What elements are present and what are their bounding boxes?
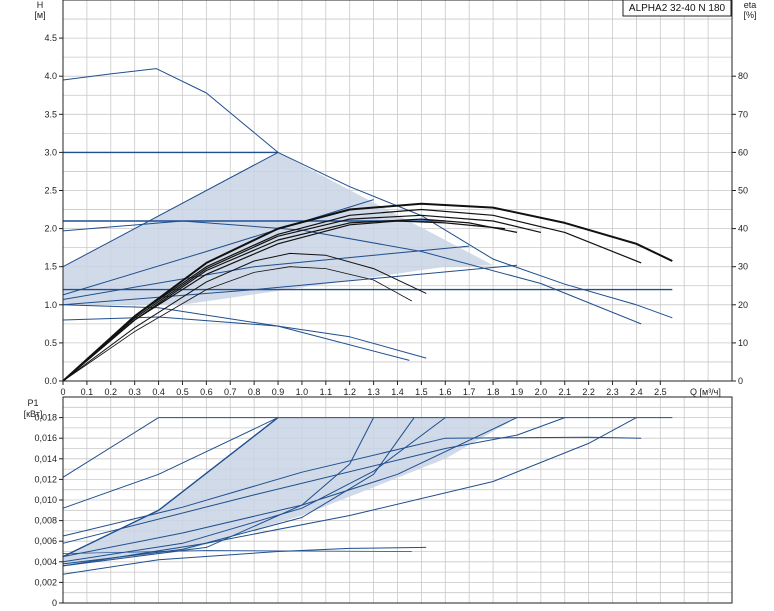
x-tick-label: 1.8 xyxy=(487,387,500,397)
y-tick-label: 3.0 xyxy=(44,147,57,157)
x-tick-label: 0.1 xyxy=(81,387,94,397)
pump-curve-8 xyxy=(62,220,642,325)
power-curve-7 xyxy=(62,417,446,563)
x-tick-label: 1.4 xyxy=(391,387,404,397)
power-curve-8 xyxy=(62,417,415,565)
y2-tick-label: 0 xyxy=(738,376,743,386)
y2-tick-label: 60 xyxy=(738,147,748,157)
x-tick-label: 0.6 xyxy=(200,387,213,397)
pump-curve-9 xyxy=(62,316,427,359)
y2-tick-label: 50 xyxy=(738,186,748,196)
y-tick-label: 2.0 xyxy=(44,224,57,234)
p-tick-label: 0,006 xyxy=(34,536,57,546)
y2-tick-label: 10 xyxy=(738,338,748,348)
p-tick-label: 0,002 xyxy=(34,577,57,587)
pump-curve-6 xyxy=(62,245,470,300)
p-tick-label: 0,018 xyxy=(34,413,57,423)
y-tick-label: 4.0 xyxy=(44,71,57,81)
x-tick-label: 1.0 xyxy=(296,387,309,397)
y2-tick-label: 20 xyxy=(738,300,748,310)
x-tick-label: 2.0 xyxy=(535,387,548,397)
p-axis-label: P1 xyxy=(27,398,38,408)
x-tick-label: 0 xyxy=(60,387,65,397)
power-curve-10 xyxy=(62,417,637,567)
x-tick-label: 2.1 xyxy=(558,387,571,397)
x-tick-label: 0.5 xyxy=(176,387,189,397)
y-tick-label: 2.5 xyxy=(44,186,57,196)
eta-curve-11 xyxy=(62,202,673,382)
y-tick-label: 0.5 xyxy=(44,338,57,348)
x-tick-label: 0.9 xyxy=(272,387,285,397)
x-tick-label: 1.5 xyxy=(415,387,428,397)
x-tick-label: 1.9 xyxy=(511,387,524,397)
y2-tick-label: 70 xyxy=(738,109,748,119)
x-tick-label: 1.6 xyxy=(439,387,452,397)
x-tick-label: 2.2 xyxy=(582,387,595,397)
x-tick-label: 0.7 xyxy=(224,387,237,397)
eta-curve-17 xyxy=(62,266,412,382)
y-tick-label: 4.5 xyxy=(44,33,57,43)
power-curve-3 xyxy=(62,436,642,537)
x-tick-label: 0.3 xyxy=(128,387,141,397)
x-tick-label: 1.2 xyxy=(343,387,356,397)
p-axis-unit: [кВт] xyxy=(24,409,43,419)
power-curve-12 xyxy=(62,550,412,554)
p-tick-label: 0,008 xyxy=(34,516,57,526)
x-tick-label: 1.3 xyxy=(367,387,380,397)
p-tick-label: 0,014 xyxy=(34,454,57,464)
chart-title: ALPHA2 32-40 N 180 xyxy=(629,3,726,14)
y2-tick-label: 40 xyxy=(738,224,748,234)
power-curve-0 xyxy=(62,417,159,478)
power-curve-6 xyxy=(62,417,279,558)
x-tick-label: 1.7 xyxy=(463,387,476,397)
eta-curve-15 xyxy=(62,220,506,382)
pump-curve-7 xyxy=(62,264,518,306)
x-tick-label: 0.2 xyxy=(105,387,118,397)
power-curve-2 xyxy=(62,417,279,509)
y-tick-label: 1.5 xyxy=(44,262,57,272)
y-tick-label: 0.0 xyxy=(44,376,57,386)
p-tick-label: 0,004 xyxy=(34,557,57,567)
y2-tick-label: 80 xyxy=(738,71,748,81)
shaded-area xyxy=(63,417,517,565)
y-axis-unit: [м] xyxy=(34,10,45,20)
power-curve-4 xyxy=(62,417,565,544)
p-tick-label: 0,010 xyxy=(34,495,57,505)
power-curve-9 xyxy=(62,417,375,567)
y-axis-label: H xyxy=(37,0,44,10)
y2-tick-label: 30 xyxy=(738,262,748,272)
x-tick-label: 2.4 xyxy=(630,387,643,397)
x-axis-label: Q [м³/ч] xyxy=(690,387,721,397)
pump-curve-4 xyxy=(62,151,279,268)
pump-curve-10 xyxy=(62,304,410,361)
x-tick-label: 2.3 xyxy=(606,387,619,397)
power-curve-11 xyxy=(62,546,427,575)
x-tick-label: 0.8 xyxy=(248,387,261,397)
pump-curve-5 xyxy=(62,199,374,296)
eta-curve-12 xyxy=(62,208,642,382)
pump-curve-0 xyxy=(62,68,673,319)
p-tick-label: 0,012 xyxy=(34,474,57,484)
x-tick-label: 1.1 xyxy=(320,387,333,397)
y-tick-label: 1.0 xyxy=(44,300,57,310)
eta-curve-16 xyxy=(62,252,427,382)
title-box xyxy=(622,0,732,17)
x-tick-label: 2.5 xyxy=(654,387,667,397)
y2-axis-label: eta xyxy=(744,0,757,10)
eta-curve-13 xyxy=(62,214,542,382)
p-tick-label: 0,016 xyxy=(34,433,57,443)
p-tick-label: 0 xyxy=(52,598,57,608)
x-tick-label: 0.4 xyxy=(152,387,165,397)
y-tick-label: 3.5 xyxy=(44,109,57,119)
y2-axis-unit: [%] xyxy=(743,10,756,20)
